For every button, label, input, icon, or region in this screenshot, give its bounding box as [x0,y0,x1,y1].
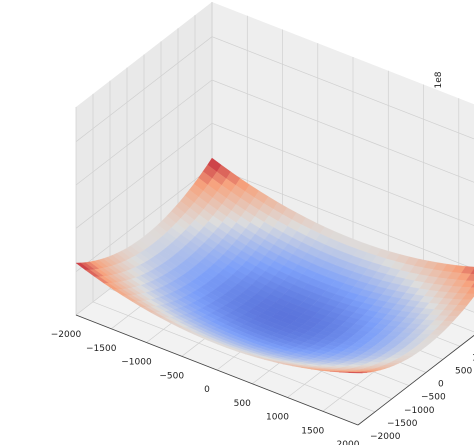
y-axis-line [357,334,474,426]
axis-ticks: −2000 −1500 −1000 −500 0 500 1000 1500 2000 −2000… [51,330,474,445]
z-gridline [75,122,474,229]
y-tick-label: −1000 [404,406,435,416]
x-tick-label: 0 [204,385,210,395]
y-gridline [92,93,376,413]
surface-patch [470,282,474,288]
y-tick-label: −1500 [387,419,418,429]
x-tick-label: −1500 [86,344,117,354]
surface-patch [348,372,363,374]
x-tick-label: 2000 [337,440,360,445]
x-tick-label: 500 [234,399,251,409]
y-tick-label: −500 [421,393,446,403]
y-tick-label: 0 [438,380,444,390]
axis-lines [75,314,474,426]
z-gridline [75,36,474,142]
x-tick-label: 1000 [266,413,289,423]
x-tick-label: 1500 [301,426,324,436]
y-tick-label: 1000 [472,353,474,363]
y-tick-label: −2000 [370,432,401,442]
x-tick-label: −500 [159,371,184,381]
x-tick-label: −2000 [51,330,82,340]
x-axis-line [75,314,359,426]
x-tick-label: −1000 [121,358,152,368]
y-tick-label: 500 [455,366,472,376]
z-gridline [75,79,474,186]
surface-plot [75,157,474,374]
z-multiplier-label: 1e8 [434,71,444,88]
